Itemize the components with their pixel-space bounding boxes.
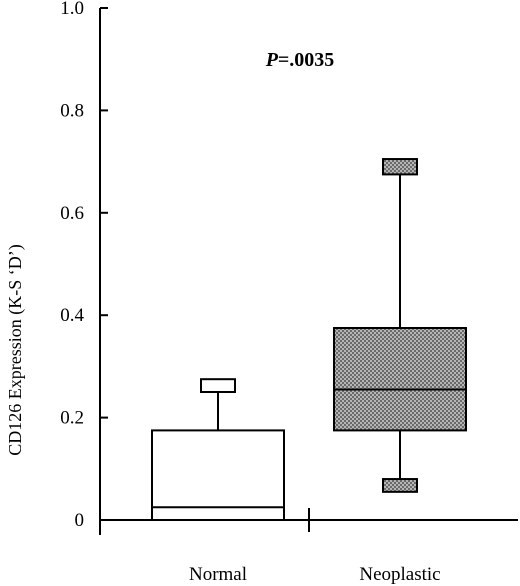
y-tick-label: 0.6 [60,203,84,224]
y-tick-label: 0 [75,510,85,531]
y-tick-label: 0.8 [60,100,84,121]
box-iqr [333,327,467,432]
whisker-cap-lower [382,478,418,493]
y-axis-label: CD126 Expression (K-S ‘D’) [5,244,26,455]
category-label: Neoplastic [359,564,440,585]
whisker-cap-upper [382,158,418,176]
y-tick-label: 0.4 [60,305,84,326]
y-tick-label: 1.0 [60,0,84,19]
p-value-prefix: P [265,49,279,71]
whisker-cap-upper [200,378,236,394]
boxes [151,158,467,521]
p-value-number: =.0035 [278,49,334,71]
category-label: Normal [189,564,247,585]
box-iqr [151,429,285,521]
y-tick-label: 0.2 [60,408,84,429]
category-labels: Normal Neoplastic [189,564,441,585]
p-value-annotation: P=.0035 [265,49,335,71]
y-ticks: 0 0.2 0.4 0.6 0.8 1.0 [60,0,108,531]
